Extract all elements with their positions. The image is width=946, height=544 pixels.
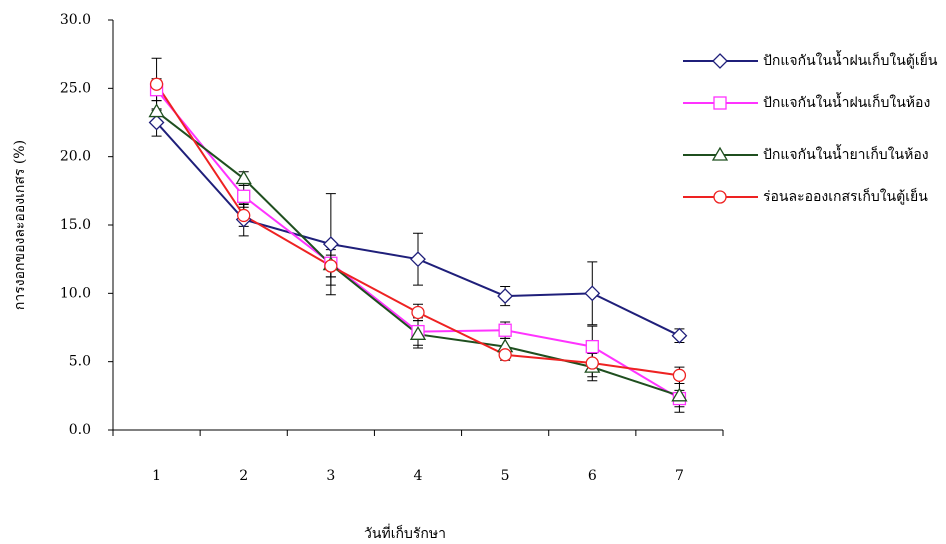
x-tick-label: 5 [501,468,510,484]
marker [499,324,511,336]
x-tick-label: 3 [326,468,335,484]
x-tick-label: 1 [152,468,161,484]
marker [714,97,726,109]
y-tick-label: 30.0 [60,12,91,28]
y-tick-label: 5.0 [69,354,91,370]
marker [151,78,163,90]
series-line [157,123,680,336]
y-tick-label: 15.0 [60,217,91,233]
y-tick-label: 0.0 [69,422,91,438]
x-tick-label: 7 [675,468,684,484]
marker [672,329,686,343]
marker [237,172,251,184]
y-tick-label: 25.0 [60,80,91,96]
marker [325,260,337,272]
marker [498,289,512,303]
x-axis-label: วันที่เก็บรักษา [364,524,446,542]
marker [324,237,338,251]
marker [586,341,598,353]
legend-label: ปักแจกันในน้ำยาเก็บในห้อง [763,144,929,163]
marker [586,357,598,369]
marker [499,349,511,361]
chart: วันที่เก็บรักษา การงอกของละอองเกสร (%) 0… [0,0,946,544]
marker [411,252,425,266]
marker [585,286,599,300]
marker [412,306,424,318]
y-tick-label: 20.0 [60,149,91,165]
marker [714,191,726,203]
x-tick-label: 4 [414,468,423,484]
y-tick-label: 10.0 [60,285,91,301]
x-tick-label: 6 [588,468,597,484]
marker [238,190,250,202]
legend-label: ปักแจกันในน้ำฝนเก็บในห้อง [763,92,930,111]
marker [673,369,685,381]
y-axis-label: การงอกของละอองเกสร (%) [12,140,28,310]
legend-label: ปักแจกันในน้ำฝนเก็บในตู้เย็น [763,50,938,69]
marker [238,209,250,221]
marker [713,54,727,68]
x-tick-label: 2 [239,468,248,484]
legend-label: ร่อนละอองเกสรเก็บในตู้เย็น [763,187,928,205]
